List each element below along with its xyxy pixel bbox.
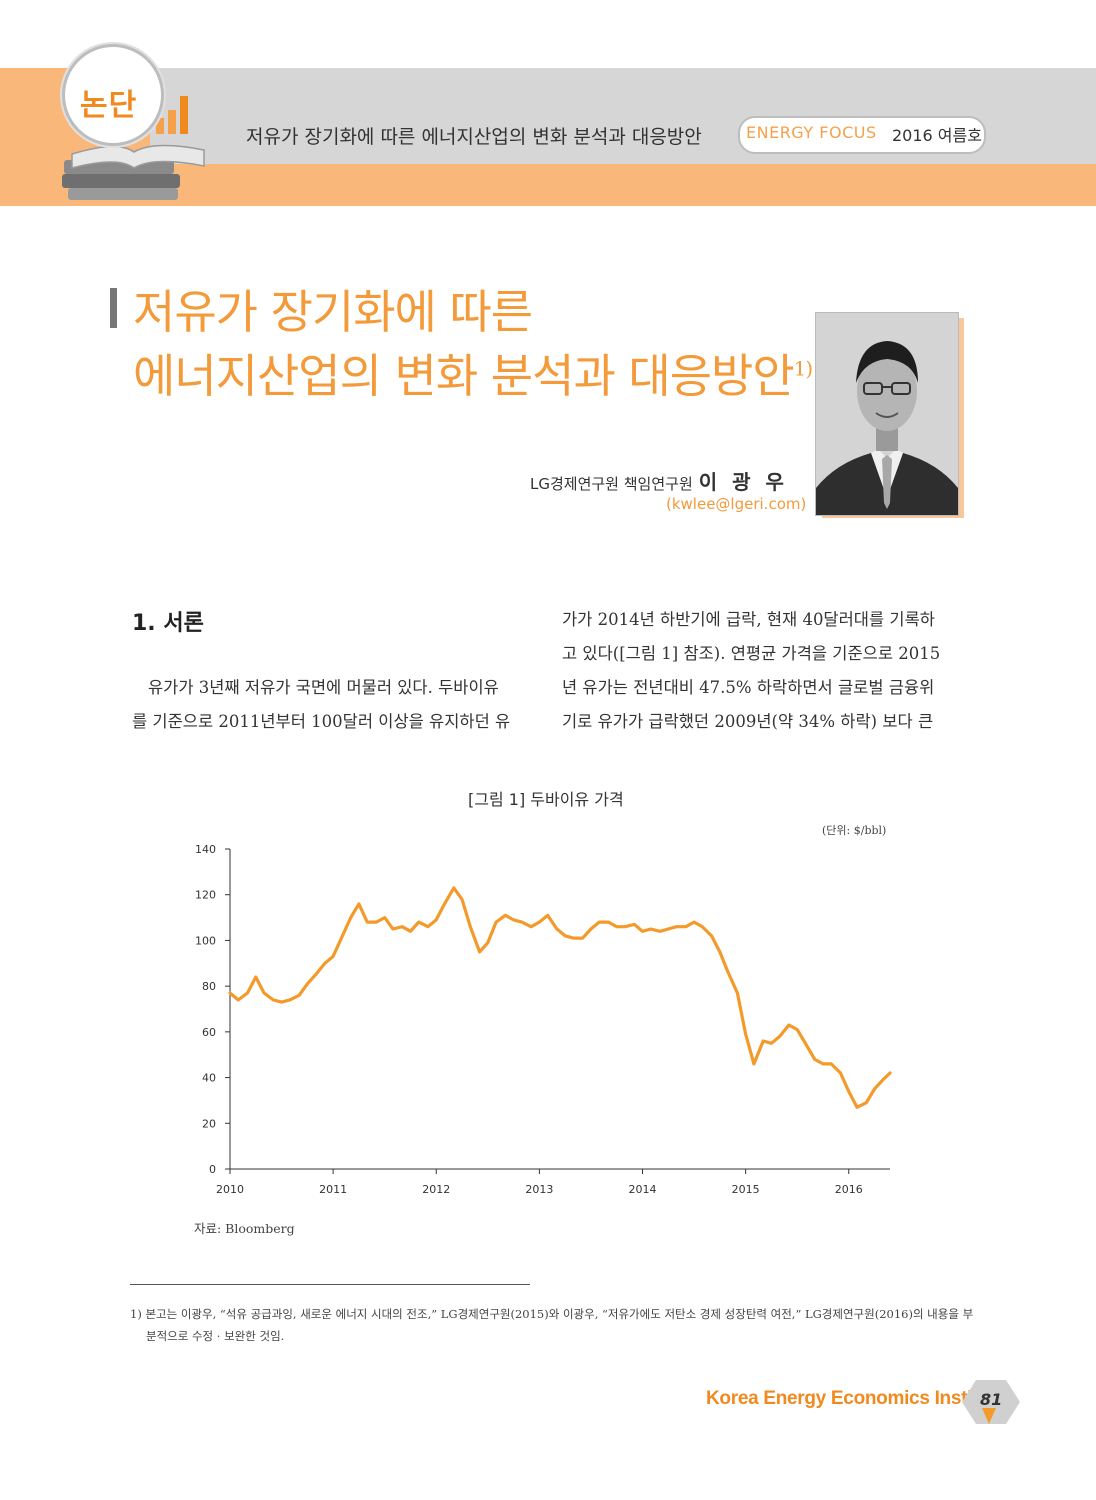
body-right-line-1: 가가 2014년 하반기에 급락, 현재 40달러대를 기록하 [562,610,935,629]
x-tick-label: 2013 [525,1183,553,1196]
body-right-line-4: 기로 유가가 급락했던 2009년(약 34% 하락) 보다 큰 [562,712,934,731]
title-accent-bar [110,288,117,328]
dubai-oil-price-chart: 0 20 40 60 80 100 120 140 2010 2011 2012 2013 2014 20… [195,843,892,1196]
figure-caption: [그림 1] 두바이유 가격 [468,790,624,809]
y-tick-label: 80 [202,980,216,993]
footnote-rule [130,1284,530,1285]
category-badge [62,44,164,146]
x-tick-label: 2016 [835,1183,863,1196]
body-right-line-2: 고 있다([그림 1] 참조). 연평균 가격을 기준으로 2015 [562,644,941,663]
body-right-line-3: 년 유가는 전년대비 47.5% 하락하면서 글로벌 금융위 [562,678,935,697]
x-tick-label: 2011 [319,1183,347,1196]
y-tick-label: 60 [202,1026,216,1039]
footnote-line-2: 분적으로 수정 · 보완한 것임. [146,1329,285,1343]
category-badge-label: 논단 [80,88,138,123]
chart-source: 자료: Bloomberg [194,1221,295,1236]
y-tick-label: 100 [195,934,216,947]
series-name: ENERGY FOCUS [746,123,877,142]
page-number: 81 [980,1390,1003,1409]
y-tick-label: 40 [202,1072,216,1085]
y-tick-label: 0 [209,1163,216,1176]
author-email: (kwlee@lgeri.com) [666,495,807,513]
author-name: 이 광 우 [698,470,788,494]
y-tick-label: 120 [195,889,216,902]
article-title-line2-text: 에너지산업의 변화 분석과 대응방안 [133,349,795,403]
y-tick-label: 20 [202,1117,216,1130]
footer-institute: Korea Energy Economics Institute [706,1388,1006,1409]
footnote-marker: 1) [793,356,814,381]
article-title-line2: 에너지산업의 변화 분석과 대응방안1) [133,340,814,406]
footnote-line-1: 1) 본고는 이광우, “석유 공급과잉, 새로운 에너지 시대의 전조,” L… [130,1307,974,1321]
body-left-line-1: 유가가 3년째 저유가 국면에 머물러 있다. 두바이유 [148,678,499,697]
section-heading: 1. 서론 [132,611,204,636]
dubai-price-line [228,886,892,1109]
chart-unit-label: (단위: $/bbl) [822,824,887,837]
issue-label: 2016 여름호 [892,126,982,145]
author-affiliation: LG경제연구원 책임연구원 [530,475,693,493]
y-tick-label: 140 [195,843,216,856]
x-tick-label: 2012 [422,1183,450,1196]
article-title-line1: 저유가 장기화에 따른 [133,285,533,339]
author-photo [815,312,959,516]
x-tick-label: 2010 [216,1183,244,1196]
author-portrait-icon [816,313,958,515]
hexagon-icon [962,1380,1020,1424]
author-byline: LG경제연구원 책임연구원 이 광 우 [530,466,788,495]
running-header-title: 저유가 장기화에 따른 에너지산업의 변화 분석과 대응방안 [246,126,702,148]
top-margin [0,0,1096,68]
books-chart-icon [62,96,205,200]
body-left-line-2: 를 기준으로 2011년부터 100달러 이상을 유지하던 유 [132,712,511,731]
issue-pill [738,116,986,154]
x-tick-label: 2015 [732,1183,760,1196]
x-tick-label: 2014 [629,1183,657,1196]
